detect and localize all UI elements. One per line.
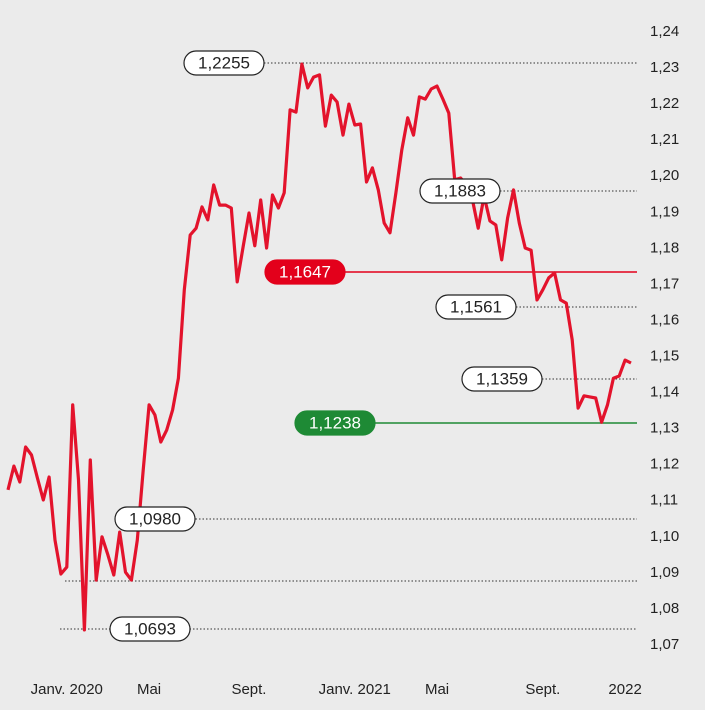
y-tick-label: 1,07 xyxy=(650,636,679,653)
x-tick-label: Mai xyxy=(137,681,161,698)
y-tick-label: 1,18 xyxy=(650,239,679,256)
annotation-label: 1,2255 xyxy=(198,53,250,72)
annotation-label: 1,1561 xyxy=(450,297,502,316)
annotation-box xyxy=(435,294,517,320)
y-tick-label: 1,12 xyxy=(650,456,679,473)
line xyxy=(6,62,632,632)
x-tick-label: 2022 xyxy=(608,681,641,698)
y-tick-label: 1,16 xyxy=(650,311,679,328)
x-tick-label: Janv. 2021 xyxy=(319,681,391,698)
annotation-box xyxy=(264,259,346,285)
annotation-box xyxy=(461,366,543,392)
y-tick-label: 1,10 xyxy=(650,528,679,545)
annotation-label: 1,1883 xyxy=(434,181,486,200)
annotation-label: 1,1647 xyxy=(279,262,331,281)
x-tick-label: Sept. xyxy=(231,681,266,698)
y-tick-label: 1,13 xyxy=(650,420,679,437)
annotation-box xyxy=(294,410,376,436)
annotation-box xyxy=(114,506,196,532)
annotation-box xyxy=(109,616,191,642)
annotation-label: 1,1238 xyxy=(309,413,361,432)
annotation-label: 1,0980 xyxy=(129,509,181,528)
y-tick-label: 1,11 xyxy=(650,492,678,509)
y-tick-label: 1,08 xyxy=(650,600,679,617)
annotation-label: 1,0693 xyxy=(124,619,176,638)
y-tick-label: 1,24 xyxy=(650,23,679,40)
y-tick-label: 1,15 xyxy=(650,347,679,364)
y-tick-label: 1,21 xyxy=(650,131,679,148)
y-tick-label: 1,14 xyxy=(650,384,679,401)
y-tick-label: 1,22 xyxy=(650,95,679,112)
y-tick-label: 1,09 xyxy=(650,564,679,581)
y-tick-label: 1,17 xyxy=(650,275,679,292)
x-tick-label: Janv. 2020 xyxy=(31,681,103,698)
y-tick-label: 1,20 xyxy=(650,167,679,184)
y-tick-label: 1,19 xyxy=(650,203,679,220)
x-tick-label: Mai xyxy=(425,681,449,698)
x-tick-label: Sept. xyxy=(525,681,560,698)
annotation-box xyxy=(419,178,501,204)
annotation-box xyxy=(183,50,265,76)
y-tick-label: 1,23 xyxy=(650,59,679,76)
annotation-label: 1,1359 xyxy=(476,369,528,388)
